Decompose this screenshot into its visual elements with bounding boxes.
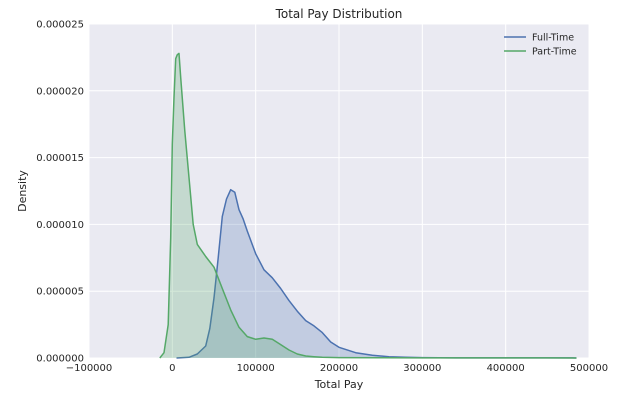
- x-tick-label: 500000: [570, 363, 608, 374]
- grid: [88, 23, 590, 359]
- x-tick-label: 400000: [487, 363, 525, 374]
- y-axis-title: Density: [16, 170, 29, 212]
- legend-label-full-time: Full-Time: [532, 33, 574, 44]
- y-tick-label: 0.000010: [36, 220, 84, 231]
- x-tick-label: 300000: [403, 363, 441, 374]
- x-tick-labels: −100000 0 100000 200000 300000 400000 500000: [66, 363, 608, 374]
- series-line-part-time: [159, 52, 577, 359]
- x-axis-title: Total Pay: [314, 378, 364, 391]
- y-tick-label: 0.000025: [36, 20, 84, 31]
- legend: Full-Time Part-Time: [504, 33, 577, 58]
- y-tick-label: 0.000000: [36, 354, 84, 365]
- x-tick-label: −100000: [66, 363, 113, 374]
- y-tick-label: 0.000015: [36, 153, 84, 164]
- x-tick-label: 100000: [237, 363, 275, 374]
- series-area-full-time: [176, 189, 577, 358]
- x-tick-label: 200000: [320, 363, 358, 374]
- y-tick-labels: 0.000000 0.000005 0.000010 0.000015 0.000020…: [36, 20, 84, 365]
- legend-label-part-time: Part-Time: [532, 47, 577, 58]
- y-tick-label: 0.000005: [36, 287, 84, 298]
- y-tick-label: 0.000020: [36, 86, 84, 97]
- series-area-part-time: [159, 53, 577, 359]
- x-tick-label: 0: [169, 363, 175, 374]
- chart-title: Total Pay Distribution: [275, 7, 403, 21]
- series-layer: [159, 52, 577, 359]
